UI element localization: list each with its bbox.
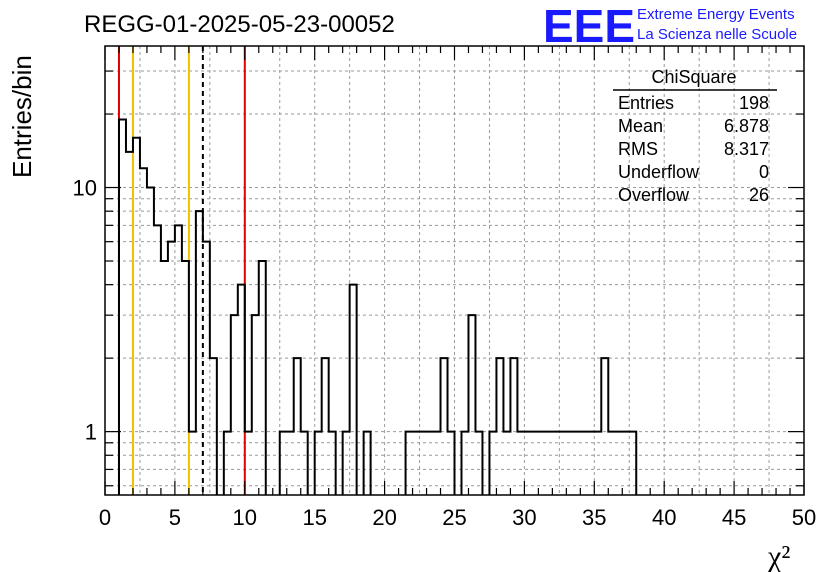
eee-logo: EEE Extreme Energy Events La Scienza nel…: [543, 0, 797, 52]
x-tick-label: 0: [99, 505, 111, 530]
logo-line-2: La Scienza nelle Scuole: [637, 26, 797, 43]
x-tick-label: 45: [722, 505, 746, 530]
y-tick-label: 1: [85, 420, 97, 445]
histogram-outline: [117, 118, 638, 495]
stats-value: 26: [749, 185, 769, 205]
histogram-bars: [117, 118, 638, 495]
x-tick-label: 40: [652, 505, 676, 530]
x-tick-label: 10: [233, 505, 257, 530]
x-axis-label: χ²: [767, 540, 790, 572]
x-tick-label: 15: [302, 505, 326, 530]
stats-value: 0: [759, 162, 769, 182]
stats-label: Overflow: [618, 185, 690, 205]
stats-label: Entries: [618, 93, 674, 113]
x-tick-label: 25: [442, 505, 466, 530]
x-tick-label: 30: [512, 505, 536, 530]
stats-box: ChiSquare Entries 198 Mean 6.878 RMS 8.317 Und…: [613, 67, 777, 205]
stats-label: Underflow: [618, 162, 700, 182]
stats-value: 198: [739, 93, 769, 113]
eee-logo-mark: EEE: [543, 0, 635, 52]
stats-label: RMS: [618, 139, 658, 159]
chart-title: REGG-01-2025-05-23-00052: [84, 11, 395, 38]
logo-line-1: Extreme Energy Events: [637, 6, 795, 23]
x-tick-label: 35: [582, 505, 606, 530]
x-tick-label: 5: [169, 505, 181, 530]
stats-label: Mean: [618, 116, 663, 136]
stats-rows: Entries 198 Mean 6.878 RMS 8.317 Underflow 0 Ove…: [618, 93, 769, 205]
stats-value: 8.317: [724, 139, 769, 159]
x-tick-label: 20: [372, 505, 396, 530]
y-tick-label: 10: [73, 176, 97, 201]
stats-value: 6.878: [724, 116, 769, 136]
stats-title: ChiSquare: [651, 67, 736, 87]
axis-ticks: 0 5 10 15 20 25 30 35 40 45 50 1 10: [73, 46, 816, 530]
y-axis-label: Entries/bin: [7, 55, 37, 178]
x-tick-label: 50: [792, 505, 816, 530]
